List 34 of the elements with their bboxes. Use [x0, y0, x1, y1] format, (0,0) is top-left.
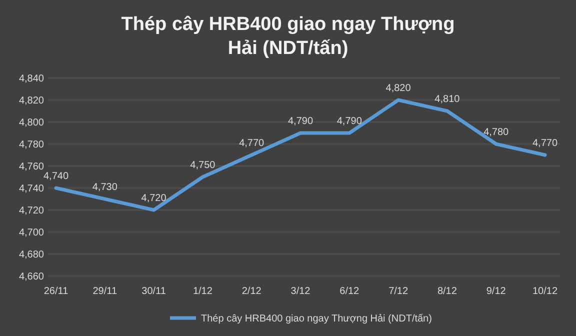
y-tick-label: 4,760 [18, 162, 44, 172]
x-tick-label: 2/12 [242, 286, 262, 297]
y-tick-label: 4,840 [18, 74, 44, 84]
data-label: 4,790 [336, 116, 362, 127]
y-tick-label: 4,720 [18, 206, 44, 216]
legend-label: Thép cây HRB400 giao ngay Thượng Hải (NDT/tấn) [201, 314, 432, 324]
x-tick-label: 3/12 [290, 286, 311, 297]
y-tick-label: 4,820 [18, 96, 44, 106]
data-label: 4,770 [532, 138, 558, 149]
y-tick-label: 4,660 [18, 272, 44, 282]
data-label: 4,740 [43, 171, 69, 182]
data-label: 4,790 [288, 116, 314, 127]
data-label: 4,810 [434, 94, 460, 105]
y-tick-label: 4,800 [18, 118, 44, 128]
y-tick-label: 4,780 [18, 140, 44, 150]
x-tick-label: 8/12 [437, 286, 458, 297]
x-tick-label: 10/12 [532, 286, 558, 297]
x-tick-label: 6/12 [340, 286, 360, 297]
data-label: 4,770 [239, 138, 265, 149]
data-label: 4,720 [141, 193, 167, 204]
x-tick-label: 29/11 [92, 286, 118, 297]
y-tick-label: 4,700 [18, 228, 44, 238]
x-tick-label: 1/12 [192, 286, 213, 297]
x-tick-label: 26/11 [44, 286, 69, 297]
data-label: 4,750 [190, 160, 216, 171]
chart-title: Thép cây HRB400 giao ngay Thượng Hải (NDT/tấn) [121, 14, 455, 59]
data-label: 4,730 [92, 182, 118, 193]
y-tick-label: 4,680 [18, 250, 44, 260]
x-tick-label: 30/11 [142, 286, 166, 297]
y-tick-label: 4,740 [18, 184, 44, 194]
data-label: 4,780 [484, 127, 510, 138]
data-label: 4,820 [386, 83, 412, 94]
x-tick-label: 7/12 [388, 286, 408, 297]
x-tick-label: 9/12 [486, 286, 506, 297]
